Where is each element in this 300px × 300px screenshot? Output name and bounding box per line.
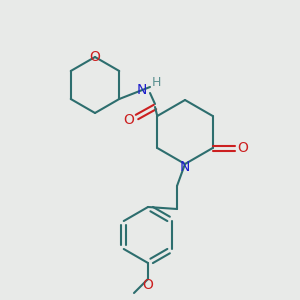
- Text: O: O: [124, 113, 134, 127]
- Text: O: O: [237, 141, 248, 155]
- Text: H: H: [151, 76, 161, 89]
- Text: N: N: [180, 160, 190, 174]
- Text: O: O: [142, 278, 153, 292]
- Text: O: O: [90, 50, 101, 64]
- Text: N: N: [136, 83, 147, 97]
